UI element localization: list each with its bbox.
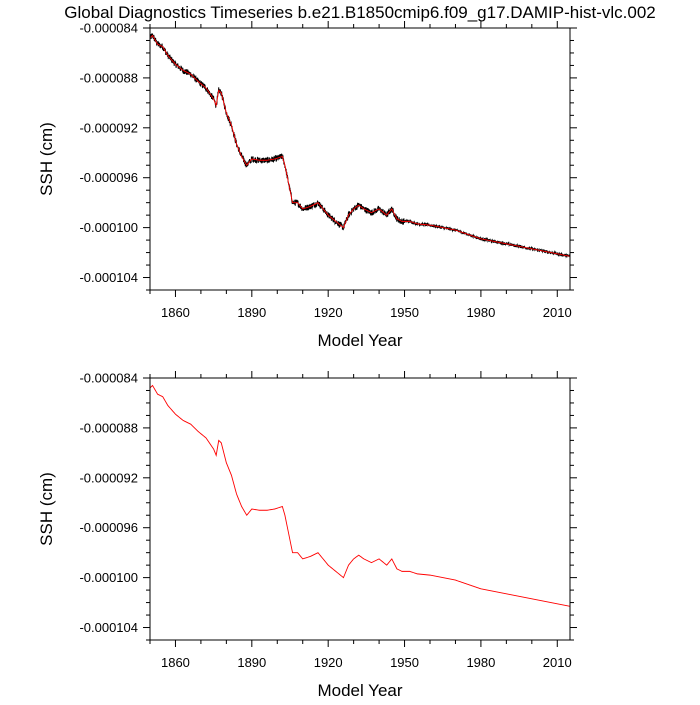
chart-title: Global Diagnostics Timeseries b.e21.B185… [64, 3, 656, 22]
y-tick-label: -0.000084 [79, 371, 138, 386]
y-axis-label: SSH (cm) [37, 472, 56, 546]
y-tick-label: -0.000092 [79, 120, 138, 135]
x-tick-label: 2010 [543, 305, 572, 320]
x-axis-label: Model Year [317, 331, 402, 350]
x-tick-label: 1950 [390, 655, 419, 670]
y-tick-label: -0.000088 [79, 420, 138, 435]
y-tick-label: -0.000084 [79, 21, 138, 36]
x-tick-label: 1890 [237, 305, 266, 320]
annual-series-line [150, 384, 570, 607]
y-tick-label: -0.000104 [79, 620, 138, 635]
x-tick-label: 2010 [543, 655, 572, 670]
y-axis-label: SSH (cm) [37, 122, 56, 196]
x-tick-label: 1950 [390, 305, 419, 320]
x-tick-label: 1860 [161, 655, 190, 670]
x-tick-label: 1920 [314, 655, 343, 670]
x-tick-label: 1980 [466, 305, 495, 320]
y-tick-label: -0.000100 [79, 220, 138, 235]
y-tick-label: -0.000088 [79, 70, 138, 85]
y-tick-label: -0.000092 [79, 470, 138, 485]
x-tick-label: 1980 [466, 655, 495, 670]
x-tick-label: 1890 [237, 655, 266, 670]
y-tick-label: -0.000096 [79, 170, 138, 185]
annual-series-line [150, 34, 570, 257]
x-axis-label: Model Year [317, 681, 402, 700]
y-tick-label: -0.000100 [79, 570, 138, 585]
plot-frame [149, 377, 571, 641]
x-tick-label: 1860 [161, 305, 190, 320]
plot-frame [149, 27, 571, 291]
top-panel: 1860 1890 1920 1950 1980 2010 -0.000084 -0.0000… [37, 21, 577, 350]
x-tick-label: 1920 [314, 305, 343, 320]
y-tick-label: -0.000104 [79, 270, 138, 285]
monthly-series-line [150, 32, 570, 259]
bottom-panel: 1860 1890 1920 1950 1980 2010 -0.000084 -0.0000… [37, 371, 577, 700]
y-tick-label: -0.000096 [79, 520, 138, 535]
